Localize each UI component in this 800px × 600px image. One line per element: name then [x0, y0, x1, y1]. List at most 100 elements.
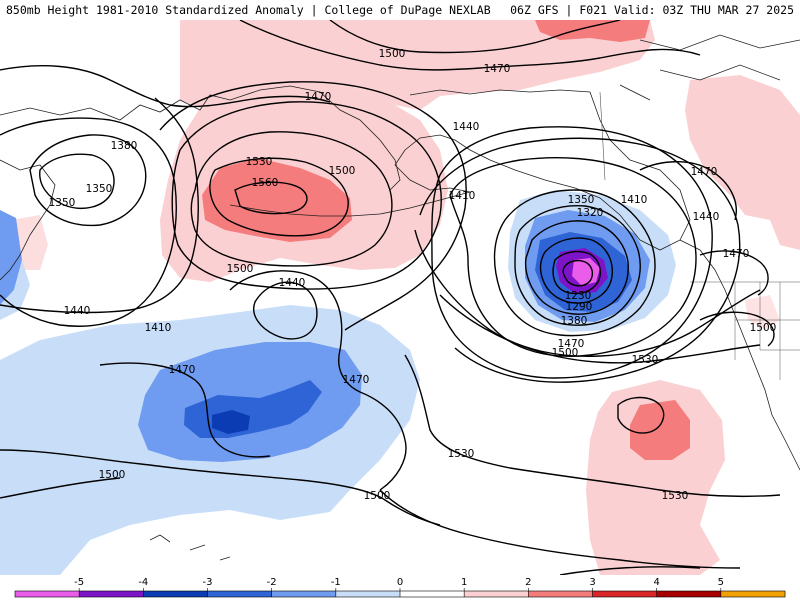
contour-1440-gulf: [431, 126, 713, 379]
contour-label: 1380: [561, 315, 588, 327]
colorbar-swatch: [720, 591, 786, 597]
colorbar-tick-label: -2: [267, 577, 277, 588]
contour-1440-ne: [639, 161, 737, 221]
colorbar-swatch: [656, 591, 722, 597]
contour-1320-low: [524, 220, 629, 315]
contour-1350-w: [39, 153, 115, 209]
contour-1500-south: [379, 489, 741, 569]
colorbar-swatch: [528, 591, 593, 597]
contour-1500-sw: [0, 477, 121, 499]
colorbar-tick-label: -5: [74, 577, 84, 588]
negative-anomaly-west-light: [0, 260, 30, 320]
colorbar-swatch: [207, 591, 273, 597]
contour-1350-low: [514, 205, 641, 326]
border-alaska-canada: [599, 91, 606, 181]
contour-1440-mid: [253, 281, 318, 340]
contour-label: 1500: [99, 469, 126, 481]
contour-label: 1470: [691, 166, 718, 178]
colorbar-swatch: [15, 591, 80, 597]
colorbar-swatch: [271, 591, 337, 597]
colorbar-swatch: [464, 591, 529, 597]
colorbar-tick-label: 3: [589, 577, 595, 588]
contour-label: 1560: [252, 177, 279, 189]
positive-anomaly-southeast-strong: [630, 400, 690, 460]
contour-label: 1470: [723, 248, 750, 260]
contour-1440-w: [0, 97, 199, 314]
contour-label: 1470: [343, 374, 370, 386]
contour-1290-low: [539, 237, 613, 304]
contour-label: 1500: [364, 490, 391, 502]
colorbar-swatch: [335, 591, 401, 597]
contour-1530-mid: [404, 354, 781, 498]
contour-1230-low: [562, 259, 594, 287]
contour-1560: [234, 181, 308, 215]
contour-label: 1470: [305, 91, 332, 103]
map-header: 850mb Height 1981-2010 Standardized Anom…: [0, 0, 800, 20]
positive-anomaly-top-strong: [535, 20, 650, 42]
positive-anomaly-southeast: [586, 380, 725, 575]
contour-1470-trough-w: [99, 362, 271, 458]
colorbar-tick-label: 4: [653, 577, 659, 588]
contour-labels: 1500 1470 1470 1380 1350 1350 1530 1560 …: [49, 48, 777, 502]
colorbar-swatches: [14, 590, 786, 598]
coastline-alaska: [394, 89, 691, 251]
contour-label: 1500: [227, 263, 254, 275]
colorbar-tick-label: 1: [461, 577, 467, 588]
contour-label: 1470: [484, 63, 511, 75]
contour-1500-east: [699, 311, 775, 347]
contour-label: 1410: [621, 194, 648, 206]
contour-label: 1380: [111, 140, 138, 152]
negative-anomaly-trough-core: [212, 410, 250, 434]
contour-label: 1290: [566, 301, 593, 313]
contour-1500-ridge: [190, 131, 393, 267]
contour-1440-ridge: [159, 81, 467, 331]
colorbar-tick-label: -4: [138, 577, 148, 588]
colorbar-tick-label: 2: [525, 577, 531, 588]
contour-label: 1530: [246, 156, 273, 168]
contour-1470-low: [419, 137, 741, 383]
positive-anomaly-ridge-strong: [202, 158, 352, 242]
contour-1500-low: [414, 229, 761, 357]
contour-1260-low: [552, 250, 602, 295]
model-run-info: 06Z GFS | F021 Valid: 03Z THU MAR 27 202…: [510, 3, 794, 17]
contour-label: 1500: [750, 322, 777, 334]
coastline-siberia: [0, 85, 401, 191]
contour-label: 1530: [448, 448, 475, 460]
contour-label: 1500: [552, 347, 579, 359]
anomaly-colorbar: -5 -4 -3 -2 -1 0 1 2 3 4 5: [14, 577, 786, 598]
colorbar-swatch: [400, 591, 465, 597]
height-contours: [0, 20, 781, 575]
contour-label: 1470: [558, 338, 585, 350]
contour-label: 1440: [279, 277, 306, 289]
contour-1470-top: [239, 20, 701, 71]
anomaly-map: 1500 1470 1470 1380 1350 1350 1530 1560 …: [0, 20, 800, 575]
contour-label: 1350: [86, 183, 113, 195]
positive-anomaly-canada: [685, 75, 800, 250]
colorbar-tick-label: -3: [203, 577, 213, 588]
contour-label: 1410: [145, 322, 172, 334]
contour-1380-w: [29, 134, 147, 227]
contour-1530: [209, 157, 349, 237]
coastline-canada: [679, 239, 800, 471]
contour-1530-se-ring: [617, 396, 665, 434]
coastline-kamchatka: [0, 159, 56, 281]
contour-1500-trough: [0, 449, 441, 526]
colorbar-swatch: [592, 591, 658, 597]
coastline-islands-sw: [149, 534, 231, 561]
contour-1470-trough: [229, 270, 407, 491]
contour-label: 1500: [329, 165, 356, 177]
contour-label: 1230: [565, 290, 592, 302]
contour-label: 1440: [453, 121, 480, 133]
contour-1530-low: [439, 294, 761, 364]
negative-anomaly-west: [0, 210, 22, 305]
colorbar-swatch: [143, 591, 208, 597]
state-borders: [734, 282, 800, 380]
contour-1560-south: [559, 566, 701, 575]
colorbar-tick-label: 0: [397, 577, 403, 588]
contour-label: 1500: [379, 48, 406, 60]
contour-1470-nw: [0, 64, 331, 108]
contour-label: 1530: [632, 354, 659, 366]
contour-label: 1440: [64, 305, 91, 317]
contour-1410-gulf: [449, 157, 697, 357]
contour-1410-w: [0, 117, 177, 327]
